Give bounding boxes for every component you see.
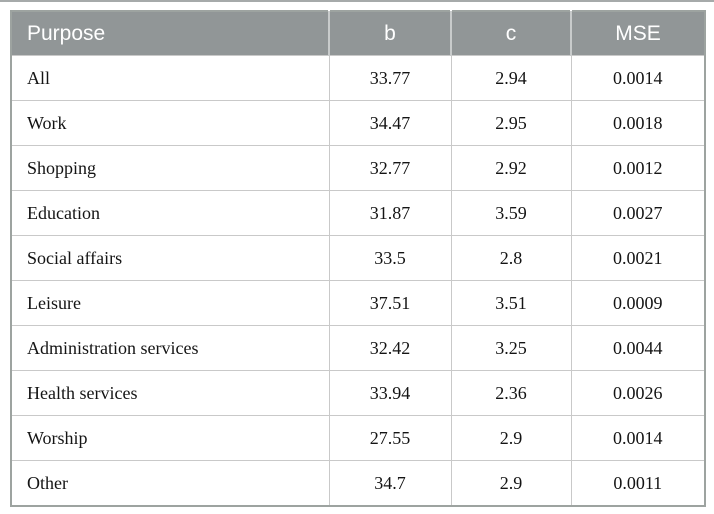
mse-cell: 0.0012 — [570, 145, 706, 191]
mse-cell: 0.0014 — [570, 415, 706, 461]
purpose-cell: Administration services — [10, 325, 330, 371]
purpose-cell: Other — [10, 460, 330, 507]
table-row: Administration services 32.42 3.25 0.0044 — [10, 325, 706, 371]
table-body: All 33.77 2.94 0.0014 Work 34.47 2.95 0.0018 Sho… — [10, 55, 706, 507]
c-cell: 2.94 — [450, 55, 572, 101]
table-row: All 33.77 2.94 0.0014 — [10, 55, 706, 101]
table-row: Social affairs 33.5 2.8 0.0021 — [10, 235, 706, 281]
c-cell: 2.9 — [450, 415, 572, 461]
c-cell: 3.25 — [450, 325, 572, 371]
column-header-b: b — [328, 11, 451, 56]
b-cell: 32.42 — [328, 325, 452, 371]
table-row: Education 31.87 3.59 0.0027 — [10, 190, 706, 236]
mse-cell: 0.0026 — [570, 370, 706, 416]
top-divider-rule — [0, 0, 714, 2]
mse-cell: 0.0014 — [570, 55, 706, 101]
table-row: Leisure 37.51 3.51 0.0009 — [10, 280, 706, 326]
column-header-purpose: Purpose — [11, 11, 329, 56]
b-cell: 32.77 — [328, 145, 452, 191]
c-cell: 3.51 — [450, 280, 572, 326]
table-row: Health services 33.94 2.36 0.0026 — [10, 370, 706, 416]
purpose-cell: Social affairs — [10, 235, 330, 281]
b-cell: 33.77 — [328, 55, 452, 101]
table-row: Shopping 32.77 2.92 0.0012 — [10, 145, 706, 191]
mse-cell: 0.0009 — [570, 280, 706, 326]
b-cell: 27.55 — [328, 415, 452, 461]
purpose-cell: Shopping — [10, 145, 330, 191]
b-cell: 31.87 — [328, 190, 452, 236]
table-row: Work 34.47 2.95 0.0018 — [10, 100, 706, 146]
c-cell: 2.92 — [450, 145, 572, 191]
purpose-cell: Health services — [10, 370, 330, 416]
results-table: Purpose b c MSE All 33.77 2.94 0.0014 Work 34… — [10, 10, 706, 507]
c-cell: 2.8 — [450, 235, 572, 281]
mse-cell: 0.0018 — [570, 100, 706, 146]
purpose-cell: All — [10, 55, 330, 101]
b-cell: 37.51 — [328, 280, 452, 326]
table-row: Other 34.7 2.9 0.0011 — [10, 460, 706, 507]
c-cell: 3.59 — [450, 190, 572, 236]
mse-cell: 0.0044 — [570, 325, 706, 371]
c-cell: 2.95 — [450, 100, 572, 146]
b-cell: 33.5 — [328, 235, 452, 281]
column-header-mse: MSE — [570, 11, 705, 56]
c-cell: 2.36 — [450, 370, 572, 416]
purpose-cell: Leisure — [10, 280, 330, 326]
c-cell: 2.9 — [450, 460, 572, 507]
b-cell: 34.47 — [328, 100, 452, 146]
mse-cell: 0.0027 — [570, 190, 706, 236]
results-table-container: Purpose b c MSE All 33.77 2.94 0.0014 Work 34… — [10, 10, 706, 507]
purpose-cell: Education — [10, 190, 330, 236]
mse-cell: 0.0021 — [570, 235, 706, 281]
table-row: Worship 27.55 2.9 0.0014 — [10, 415, 706, 461]
purpose-cell: Work — [10, 100, 330, 146]
column-header-c: c — [450, 11, 571, 56]
b-cell: 33.94 — [328, 370, 452, 416]
b-cell: 34.7 — [328, 460, 452, 507]
mse-cell: 0.0011 — [570, 460, 706, 507]
purpose-cell: Worship — [10, 415, 330, 461]
header-row: Purpose b c MSE — [11, 11, 705, 56]
